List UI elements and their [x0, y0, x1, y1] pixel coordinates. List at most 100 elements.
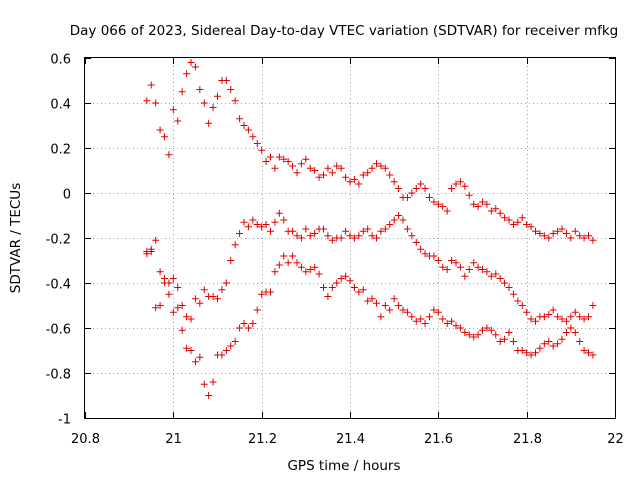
data-point-sat-a — [452, 180, 460, 188]
data-point-sat-b — [381, 225, 389, 233]
data-point-sat-c — [275, 261, 283, 269]
data-point-sat-b — [169, 275, 177, 282]
data-point-sat-c — [483, 324, 491, 332]
data-point-sat-b — [306, 232, 314, 240]
data-point-sat-a — [165, 151, 173, 159]
data-point-sat-b — [399, 216, 407, 224]
data-point-sat-c — [518, 347, 526, 354]
data-point-sat-b — [470, 259, 478, 267]
data-point-sat-c — [161, 275, 168, 282]
y-tick-label: -0.4 — [46, 278, 71, 293]
data-point-sat-b — [218, 286, 226, 294]
data-point-sat-a — [434, 200, 442, 208]
data-point-sat-b — [364, 225, 372, 233]
data-point-sat-b — [434, 257, 442, 264]
data-point-sat-b — [368, 232, 376, 240]
data-point-sat-b — [456, 263, 464, 271]
axis-ticks: -1 -0.8 -0.6 -0.4 -0.2 0 0.2 0.4 0.6 20.8 21 21.2 21… — [46, 53, 624, 448]
data-point-sat-c — [523, 349, 531, 357]
data-point-sat-c — [187, 347, 195, 354]
data-point-sat-b — [253, 221, 261, 228]
data-point-sat-c — [505, 329, 513, 336]
data-point-sat-c — [430, 306, 438, 314]
data-point-sat-a — [275, 153, 283, 161]
data-point-sat-b — [403, 225, 411, 233]
data-point-sat-c — [395, 302, 403, 309]
data-point-sat-b — [227, 257, 235, 264]
data-point-sat-b — [377, 227, 385, 235]
data-point-sat-b — [236, 230, 244, 237]
data-point-sat-b — [311, 230, 319, 237]
data-point-sat-c — [373, 299, 380, 307]
data-point-sat-c — [249, 320, 257, 327]
data-point-sat-a — [430, 198, 438, 206]
data-point-sat-a — [328, 169, 336, 177]
data-point-sat-c — [165, 279, 173, 287]
data-point-sat-a — [205, 119, 213, 127]
data-point-sat-b — [479, 266, 486, 273]
data-point-sat-b — [249, 216, 257, 224]
data-point-sat-c — [443, 320, 451, 327]
data-point-sat-a — [350, 176, 358, 183]
data-point-sat-a — [147, 81, 155, 89]
data-point-sat-a — [514, 218, 522, 226]
data-point-sat-c — [156, 302, 164, 309]
data-points — [143, 59, 597, 399]
chart-title: Day 066 of 2023, Sidereal Day-to-day VTE… — [70, 23, 618, 39]
data-point-sat-a — [355, 180, 363, 188]
data-point-sat-b — [562, 317, 570, 325]
data-point-sat-a — [342, 173, 350, 181]
data-point-sat-b — [408, 232, 416, 240]
y-axis-label: SDTVAR / TECUs — [8, 183, 24, 293]
data-point-sat-b — [554, 313, 562, 321]
data-point-sat-a — [262, 158, 270, 165]
data-point-sat-a — [346, 178, 354, 186]
x-tick-label: 21.2 — [248, 432, 277, 447]
data-point-sat-c — [284, 259, 292, 267]
data-point-sat-a — [196, 86, 204, 93]
data-point-sat-a — [580, 234, 588, 242]
data-point-sat-a — [576, 232, 584, 240]
data-point-sat-b — [412, 239, 420, 246]
data-point-sat-a — [368, 164, 376, 172]
data-point-sat-a — [417, 180, 425, 188]
data-point-sat-c — [324, 293, 332, 300]
plot-frame — [84, 57, 616, 419]
data-point-sat-a — [536, 230, 544, 237]
data-point-sat-b — [324, 232, 332, 240]
y-tick-label: 0.6 — [50, 53, 71, 68]
data-point-sat-a — [571, 227, 579, 235]
data-point-sat-b — [214, 295, 221, 303]
data-point-sat-c — [381, 302, 389, 309]
data-point-sat-c — [439, 315, 447, 323]
data-point-sat-b — [505, 284, 513, 291]
data-point-sat-a — [501, 214, 509, 222]
data-point-sat-c — [333, 279, 341, 287]
data-point-sat-b — [258, 223, 266, 231]
y-tick-label: -0.2 — [46, 233, 71, 248]
data-point-sat-c — [576, 338, 584, 345]
data-point-sat-a — [373, 160, 380, 168]
data-point-sat-c — [306, 266, 314, 273]
data-point-sat-b — [280, 216, 288, 224]
data-point-sat-a — [293, 169, 301, 177]
data-point-sat-a — [381, 164, 389, 172]
data-point-sat-c — [346, 277, 354, 285]
data-point-sat-a — [390, 178, 398, 186]
data-point-sat-b — [487, 272, 495, 280]
data-point-sat-b — [567, 313, 575, 321]
data-point-sat-a — [567, 234, 575, 242]
data-point-sat-c — [368, 295, 376, 303]
data-point-sat-c — [253, 306, 261, 314]
data-point-sat-b — [346, 232, 354, 240]
data-point-sat-c — [403, 308, 411, 316]
data-point-sat-a — [448, 185, 456, 192]
data-point-sat-a — [222, 77, 230, 84]
data-point-sat-a — [169, 106, 177, 114]
data-point-sat-c — [244, 324, 252, 332]
data-point-sat-a — [311, 167, 319, 174]
data-point-sat-a — [183, 70, 191, 78]
data-point-sat-a — [585, 232, 592, 240]
data-point-sat-a — [302, 155, 310, 163]
data-point-sat-b — [320, 225, 327, 233]
